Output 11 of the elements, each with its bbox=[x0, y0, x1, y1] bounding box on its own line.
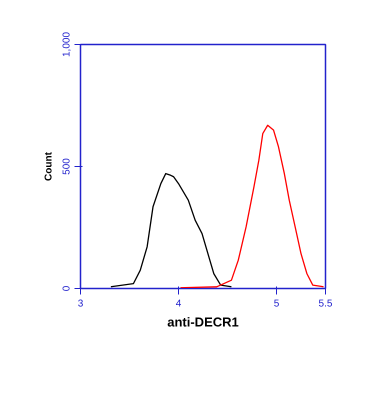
x-tick-label: 3 bbox=[78, 298, 84, 310]
x-tick-label: 5.5 bbox=[318, 298, 333, 310]
line-series bbox=[110, 172, 232, 288]
x-axis-title: anti-DECR1 bbox=[167, 314, 239, 330]
x-tick-label: 4 bbox=[176, 298, 182, 310]
y-tick-label: 1,000 bbox=[62, 32, 72, 58]
y-axis-title: Count bbox=[44, 151, 54, 181]
y-tick-label: 500 bbox=[62, 158, 72, 175]
x-tick-label: 5 bbox=[274, 298, 280, 310]
line-series bbox=[180, 124, 324, 288]
y-tick-label: 0 bbox=[62, 285, 72, 292]
